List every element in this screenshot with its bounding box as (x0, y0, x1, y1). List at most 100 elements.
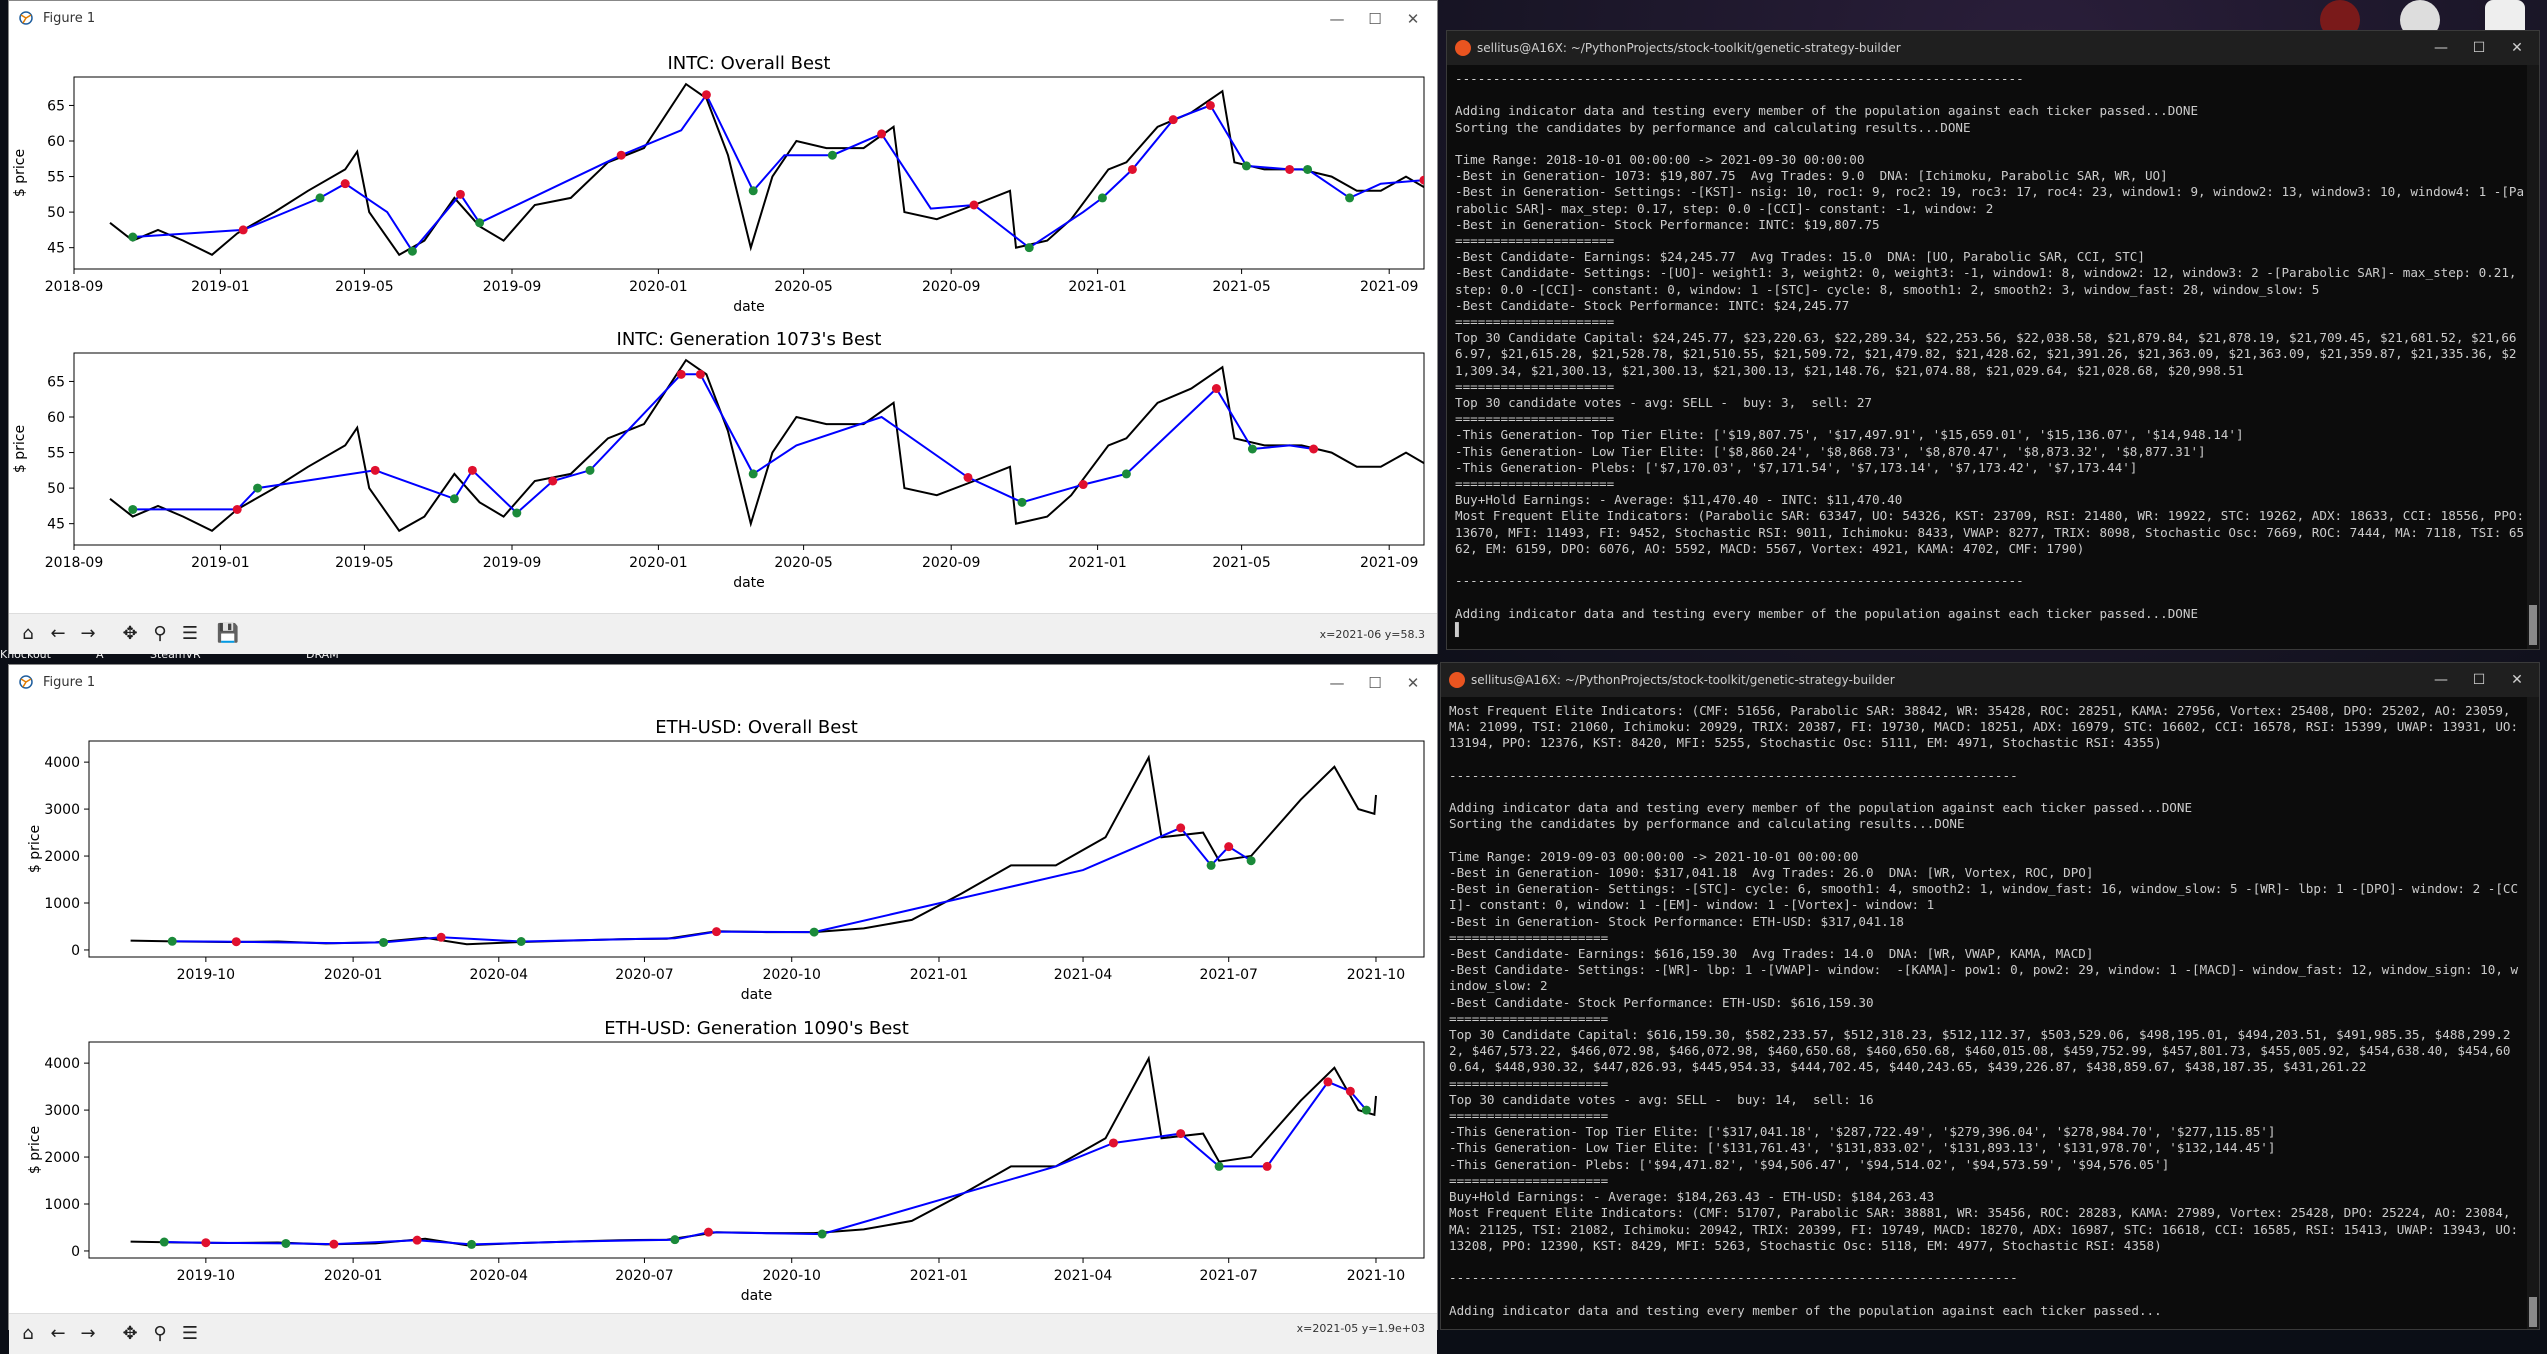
buy-marker (827, 150, 837, 160)
sell-marker (695, 369, 705, 379)
terminal-line: -This Generation- Top Tier Elite: ['$317… (1449, 1124, 2276, 1140)
y-tick-label: 1000 (44, 1197, 80, 1213)
scrollbar[interactable] (2527, 65, 2539, 649)
chart-0: INTC: Overall Best 45 50 55 60 65 2018-09 2019-… (12, 53, 1425, 315)
figure-canvas[interactable]: INTC: Overall Best 45 50 55 60 65 2018-09 2019-… (9, 37, 1437, 615)
x-tick-label: 2021-01 (1068, 279, 1127, 295)
minimize-icon[interactable]: — (1329, 10, 1345, 28)
figure-canvas[interactable]: ETH-USD: Overall Best 0 1000 2000 3000 4000 20… (9, 701, 1437, 1301)
sell-marker (1224, 842, 1234, 852)
close-icon[interactable]: ✕ (2511, 672, 2523, 688)
price-line (130, 1055, 1377, 1247)
sell-marker (238, 225, 248, 235)
sell-marker (412, 1235, 422, 1245)
maximize-icon[interactable]: ☐ (1368, 10, 1382, 28)
buy-marker (379, 937, 389, 947)
y-tick-label: 65 (47, 374, 65, 390)
figure-titlebar[interactable]: Figure 1 — ☐ ✕ (9, 665, 1437, 701)
terminal-line: -This Generation- Top Tier Elite: ['$19,… (1455, 427, 2244, 443)
x-tick-label: 2021-04 (1054, 1268, 1113, 1284)
back-icon[interactable]: ← (50, 1323, 66, 1344)
back-icon[interactable]: ← (50, 623, 66, 644)
maximize-icon[interactable]: ☐ (2472, 40, 2486, 56)
home-icon[interactable]: ⌂ (22, 1323, 34, 1344)
scrollbar-thumb[interactable] (2529, 1297, 2537, 1327)
terminal-line: Most Frequent Elite Indicators: (CMF: 51… (1449, 703, 2526, 751)
ubuntu-icon (1455, 40, 1471, 56)
terminal-output[interactable]: ----------------------------------------… (1455, 71, 2525, 638)
minimize-icon[interactable]: — (2434, 40, 2448, 56)
x-tick-label: 2020-01 (629, 555, 688, 571)
maximize-icon[interactable]: ☐ (2472, 672, 2486, 688)
forward-icon[interactable]: → (80, 1323, 96, 1344)
zoom-icon[interactable]: ⚲ (153, 623, 167, 644)
close-icon[interactable]: ✕ (1406, 674, 1420, 692)
x-tick-label: 2020-05 (774, 279, 833, 295)
terminal-line: ===================== (1449, 1075, 1609, 1091)
terminal-line: -This Generation- Plebs: ['$7,170.03', '… (1455, 459, 2138, 475)
x-tick-label: 2018-09 (45, 279, 104, 295)
chart-title: INTC: Generation 1073's Best (617, 329, 882, 350)
x-tick-label: 2021-05 (1212, 555, 1271, 571)
pan-icon[interactable]: ✥ (122, 623, 138, 644)
terminal-line: -This Generation- Plebs: ['$94,471.82', … (1449, 1156, 2170, 1172)
scrollbar-thumb[interactable] (2529, 605, 2537, 645)
sell-marker (1323, 1077, 1333, 1087)
save-icon[interactable]: 💾 (216, 623, 240, 644)
scrollbar[interactable] (2527, 697, 2539, 1329)
home-icon[interactable]: ⌂ (22, 623, 34, 644)
x-tick-label: 2021-04 (1054, 967, 1113, 983)
price-line (109, 358, 1424, 533)
terminal-line: Most Frequent Elite Indicators: (Parabol… (1455, 508, 2525, 556)
configure-subplots-icon[interactable]: ☰ (181, 1323, 199, 1344)
sell-marker (1078, 480, 1088, 490)
chart-1: INTC: Generation 1073's Best 45 50 55 60 65 20… (12, 329, 1425, 591)
x-tick-label: 2020-05 (774, 555, 833, 571)
terminal-line: Adding indicator data and testing every … (1449, 1302, 2162, 1318)
y-tick-label: 55 (47, 170, 65, 186)
terminal-line: ===================== (1449, 929, 1609, 945)
x-tick-label: 2019-10 (177, 1268, 236, 1284)
figure-titlebar[interactable]: Figure 1 — ☐ ✕ (9, 1, 1437, 37)
chart-title: INTC: Overall Best (668, 53, 831, 74)
x-tick-label: 2021-01 (1068, 555, 1127, 571)
zoom-icon[interactable]: ⚲ (153, 1323, 167, 1344)
buy-marker (128, 504, 138, 514)
terminal-title: sellitus@A16X: ~/PythonProjects/stock-to… (1471, 673, 1895, 687)
buy-marker (748, 186, 758, 196)
terminal-titlebar[interactable]: sellitus@A16X: ~/PythonProjects/stock-to… (1447, 31, 2539, 65)
minimize-icon[interactable]: — (2434, 672, 2448, 688)
buy-marker (809, 927, 819, 937)
terminal-output[interactable]: Most Frequent Elite Indicators: (CMF: 51… (1449, 703, 2525, 1319)
terminal-line: -This Generation- Low Tier Elite: ['$131… (1449, 1140, 2276, 1156)
terminal-line: -Best in Generation- 1073: $19,807.75 Av… (1455, 168, 2168, 184)
terminal-line: ----------------------------------------… (1449, 1270, 2018, 1286)
y-tick-label: 3000 (44, 802, 80, 818)
terminal-line: -Best Candidate- Settings: -[WR]- lbp: 1… (1449, 962, 2519, 994)
terminal-line: Top 30 Candidate Capital: $616,159.30, $… (1449, 1027, 2511, 1075)
terminal-line: -Best Candidate- Stock Performance: INTC… (1455, 297, 1850, 313)
x-tick-label: 2021-07 (1199, 1268, 1258, 1284)
sell-marker (1211, 384, 1221, 394)
buy-marker (315, 193, 325, 203)
buy-marker (128, 232, 138, 242)
x-tick-label: 2020-07 (615, 1268, 674, 1284)
pan-icon[interactable]: ✥ (122, 1323, 138, 1344)
minimize-icon[interactable]: — (1329, 674, 1345, 692)
chart-title: ETH-USD: Generation 1090's Best (604, 1018, 909, 1039)
strategy-line (132, 373, 1314, 515)
sell-marker (963, 472, 973, 482)
terminal-line: ===================== (1449, 1172, 1609, 1188)
y-tick-label: 3000 (44, 1103, 80, 1119)
terminal-line: Adding indicator data and testing every … (1455, 605, 2199, 621)
buy-marker (407, 246, 417, 256)
close-icon[interactable]: ✕ (2511, 40, 2523, 56)
sell-marker (231, 937, 241, 947)
forward-icon[interactable]: → (80, 623, 96, 644)
terminal-titlebar[interactable]: sellitus@A16X: ~/PythonProjects/stock-to… (1441, 663, 2539, 697)
y-tick-label: 1000 (44, 896, 80, 912)
configure-subplots-icon[interactable]: ☰ (181, 623, 199, 644)
sell-marker (201, 1238, 211, 1248)
maximize-icon[interactable]: ☐ (1368, 674, 1382, 692)
close-icon[interactable]: ✕ (1406, 10, 1420, 28)
